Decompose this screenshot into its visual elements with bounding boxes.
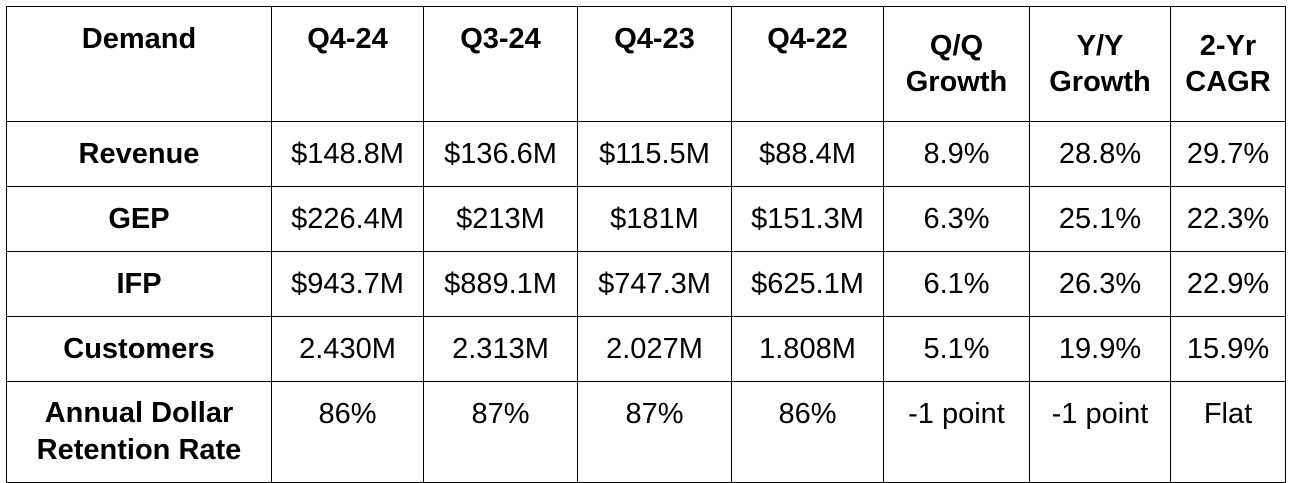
row-label: IFP xyxy=(6,251,272,317)
table-cell: 19.9% xyxy=(1029,316,1171,382)
header-q3-24: Q3-24 xyxy=(423,6,578,122)
table-cell: 87% xyxy=(423,381,578,483)
table-cell: $889.1M xyxy=(423,251,578,317)
table-cell: $148.8M xyxy=(271,121,424,187)
table-cell: 2.027M xyxy=(577,316,732,382)
table-cell: $226.4M xyxy=(271,186,424,252)
header-qq-growth: Q/Q Growth xyxy=(883,6,1030,122)
table-cell: Flat xyxy=(1170,381,1286,483)
row-label: GEP xyxy=(6,186,272,252)
table-cell: -1 point xyxy=(1029,381,1171,483)
table-cell: 2.313M xyxy=(423,316,578,382)
table-cell: 26.3% xyxy=(1029,251,1171,317)
table-cell: 87% xyxy=(577,381,732,483)
table-header-row: Demand Q4-24 Q3-24 Q4-23 Q4-22 Q/Q Growt… xyxy=(6,6,1286,122)
header-2yr-cagr: 2-Yr CAGR xyxy=(1170,6,1286,122)
table-cell: $943.7M xyxy=(271,251,424,317)
table-cell: 1.808M xyxy=(731,316,884,382)
header-qq-growth-label: Q/Q Growth xyxy=(905,30,1008,98)
header-q4-22: Q4-22 xyxy=(731,6,884,122)
table-row-revenue: Revenue $148.8M $136.6M $115.5M $88.4M 8… xyxy=(6,121,1286,187)
table-row-customers: Customers 2.430M 2.313M 2.027M 1.808M 5.… xyxy=(6,316,1286,382)
table-row-annual-dollar-retention-rate: Annual Dollar Retention Rate 86% 87% 87%… xyxy=(6,381,1286,483)
table-cell: 28.8% xyxy=(1029,121,1171,187)
header-2yr-cagr-label: 2-Yr CAGR xyxy=(1185,30,1271,98)
header-yy-growth: Y/Y Growth xyxy=(1029,6,1171,122)
table-cell: -1 point xyxy=(883,381,1030,483)
table-cell: 86% xyxy=(731,381,884,483)
row-label-text: Annual Dollar Retention Rate xyxy=(36,397,242,466)
table-cell: 8.9% xyxy=(883,121,1030,187)
table-cell: $151.3M xyxy=(731,186,884,252)
table-cell: $181M xyxy=(577,186,732,252)
table-cell: 6.3% xyxy=(883,186,1030,252)
table-cell: 2.430M xyxy=(271,316,424,382)
table-cell: 25.1% xyxy=(1029,186,1171,252)
table-cell: 15.9% xyxy=(1170,316,1286,382)
header-yy-growth-label: Y/Y Growth xyxy=(1049,30,1151,98)
row-label: Customers xyxy=(6,316,272,382)
table-cell: 6.1% xyxy=(883,251,1030,317)
header-demand: Demand xyxy=(6,6,272,122)
table-cell: $115.5M xyxy=(577,121,732,187)
table-cell: $747.3M xyxy=(577,251,732,317)
table-cell: 22.3% xyxy=(1170,186,1286,252)
table-cell: $213M xyxy=(423,186,578,252)
table-row-gep: GEP $226.4M $213M $181M $151.3M 6.3% 25.… xyxy=(6,186,1286,252)
row-label: Revenue xyxy=(6,121,272,187)
header-q4-23: Q4-23 xyxy=(577,6,732,122)
table-cell: 22.9% xyxy=(1170,251,1286,317)
header-q4-24: Q4-24 xyxy=(271,6,424,122)
table-row-ifp: IFP $943.7M $889.1M $747.3M $625.1M 6.1%… xyxy=(6,251,1286,317)
demand-metrics-table: Demand Q4-24 Q3-24 Q4-23 Q4-22 Q/Q Growt… xyxy=(6,6,1286,483)
row-label: Annual Dollar Retention Rate xyxy=(6,381,272,483)
table-cell: 86% xyxy=(271,381,424,483)
table-cell: $625.1M xyxy=(731,251,884,317)
table-cell: 29.7% xyxy=(1170,121,1286,187)
table-cell: 5.1% xyxy=(883,316,1030,382)
table-cell: $136.6M xyxy=(423,121,578,187)
table-cell: $88.4M xyxy=(731,121,884,187)
